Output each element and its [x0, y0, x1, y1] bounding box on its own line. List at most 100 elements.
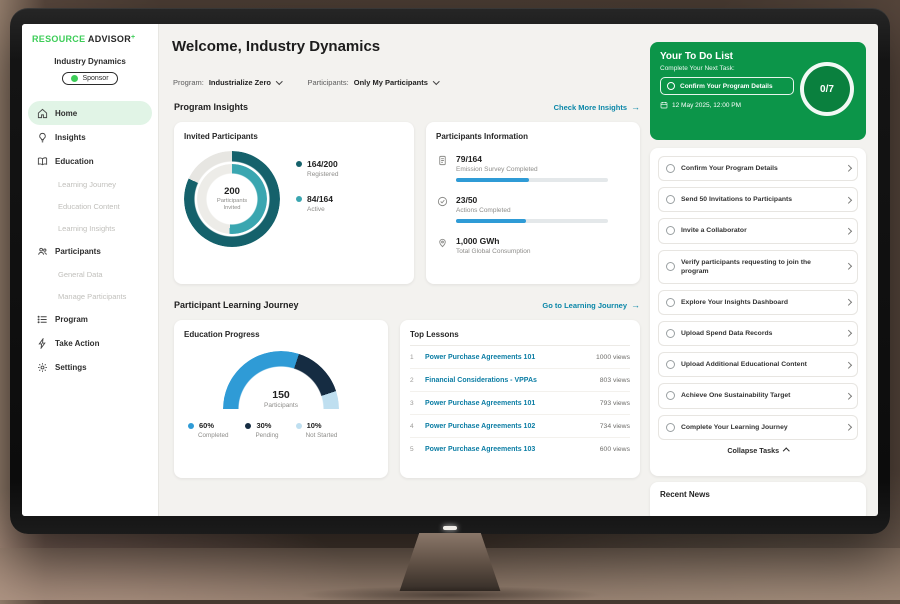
- task-checkbox[interactable]: [666, 329, 675, 339]
- chevron-right-icon: [844, 299, 851, 306]
- sidebar-item-learning-insights[interactable]: Learning Insights: [22, 217, 158, 239]
- lesson-link[interactable]: Financial Considerations - VPPAs: [425, 376, 537, 384]
- org-name: Industry Dynamics: [54, 57, 126, 66]
- chevron-right-icon: [844, 227, 851, 235]
- chevron-right-icon: [844, 196, 851, 203]
- task-checkbox[interactable]: [666, 360, 675, 370]
- lesson-rank: 5: [410, 446, 414, 453]
- lesson-views: 734 views: [599, 422, 630, 430]
- monitor-bezel: RESOURCE ADVISOR+ Industry Dynamics Spon…: [10, 8, 890, 534]
- card-title: Education Progress: [184, 330, 260, 339]
- collapse-tasks-link[interactable]: Collapse Tasks: [658, 446, 858, 455]
- sidebar-item-education[interactable]: Education: [22, 149, 158, 173]
- todo-header-card: Your To Do List Complete Your Next Task:…: [650, 42, 866, 140]
- info-value: 79/164: [456, 154, 482, 164]
- sponsor-badge[interactable]: Sponsor: [62, 72, 118, 85]
- task-complete-learning-journey[interactable]: Complete Your Learning Journey: [658, 414, 858, 440]
- donut-center-label: Participants Invited: [216, 198, 248, 211]
- arrow-right-icon: →: [631, 101, 640, 112]
- task-label: Upload Spend Data Records: [681, 330, 773, 338]
- gauge-legend: 60% Completed 30% Pending 10%: [188, 421, 378, 439]
- next-task-button[interactable]: Confirm Your Program Details: [660, 77, 794, 95]
- task-label: Complete Your Learning Journey: [681, 423, 788, 431]
- info-row-actions: 23/50 Actions Completed: [436, 195, 630, 223]
- progress-bar-fill: [456, 178, 530, 182]
- chevron-right-icon: [844, 165, 851, 172]
- task-label: Upload Additional Educational Content: [681, 361, 807, 369]
- lesson-link[interactable]: Power Purchase Agreements 103: [425, 446, 536, 453]
- task-upload-spend-data[interactable]: Upload Spend Data Records: [658, 321, 858, 347]
- task-invite-collaborator[interactable]: Invite a Collaborator: [658, 218, 858, 244]
- check-more-insights-link[interactable]: Check More Insights →: [553, 101, 640, 112]
- legend-value: 30%: [256, 421, 272, 430]
- legend-item-completed: 60% Completed: [188, 421, 228, 439]
- task-verify-participants[interactable]: Verify participants requesting to join t…: [658, 249, 858, 284]
- info-label: Total Global Consumption: [456, 248, 531, 255]
- filter-bar: Program: Industrialize Zero Participants…: [173, 78, 440, 87]
- task-send-invitations[interactable]: Send 50 Invitations to Participants: [658, 187, 858, 213]
- sidebar-item-general-data[interactable]: General Data: [22, 263, 158, 285]
- task-explore-insights[interactable]: Explore Your Insights Dashboard: [658, 289, 858, 316]
- go-to-learning-journey-link[interactable]: Go to Learning Journey →: [542, 300, 640, 310]
- lesson-views: 803 views: [599, 376, 630, 384]
- task-checkbox[interactable]: [666, 422, 675, 432]
- legend-item-registered: 164/200 Registered: [296, 159, 338, 178]
- sidebar-subitem-label: Education Content: [58, 201, 120, 211]
- sidebar-subitem-label: Manage Participants: [58, 291, 127, 301]
- sidebar-item-participants[interactable]: Participants: [22, 239, 158, 263]
- book-icon: [37, 156, 48, 165]
- sidebar: RESOURCE ADVISOR+ Industry Dynamics Spon…: [22, 24, 159, 516]
- sidebar-item-home[interactable]: Home: [28, 101, 152, 125]
- legend-label: Not Started: [305, 432, 338, 439]
- sidebar-item-take-action[interactable]: Take Action: [22, 331, 158, 355]
- info-row-emission-survey: 79/164 Emission Survey Completed: [436, 154, 630, 182]
- task-checkbox[interactable]: [666, 262, 675, 272]
- lesson-rank: 4: [410, 422, 414, 430]
- card-title: Invited Participants: [184, 132, 258, 141]
- lesson-link[interactable]: Power Purchase Agreements 101: [425, 353, 536, 361]
- sidebar-item-insights[interactable]: Insights: [22, 125, 158, 149]
- task-label: Verify participants requesting to join t…: [681, 258, 811, 275]
- task-checkbox[interactable]: [666, 226, 675, 236]
- sidebar-item-label: Home: [55, 108, 78, 118]
- task-upload-educational-content[interactable]: Upload Additional Educational Content: [658, 352, 858, 378]
- task-label: Confirm Your Program Details: [681, 165, 778, 172]
- participants-dropdown[interactable]: Only My Participants: [354, 78, 440, 87]
- task-checkbox[interactable]: [666, 297, 675, 307]
- legend-dot: [295, 422, 302, 429]
- task-confirm-program-details[interactable]: Confirm Your Program Details: [658, 156, 858, 182]
- sidebar-item-label: Program: [55, 314, 88, 324]
- progress-bar: [456, 178, 608, 182]
- info-value: 23/50: [456, 195, 478, 205]
- link-label: Check More Insights: [553, 102, 627, 112]
- learning-journey-header: Participant Learning Journey Go to Learn…: [174, 300, 640, 310]
- task-checkbox[interactable]: [666, 164, 675, 174]
- donut-center: 200 Participants Invited: [184, 151, 280, 247]
- chevron-right-icon: [844, 263, 851, 270]
- lesson-row: 4 Power Purchase Agreements 102 734 view…: [410, 415, 630, 438]
- task-achieve-sustainability-target[interactable]: Achieve One Sustainability Target: [658, 383, 858, 409]
- chevron-right-icon: [844, 392, 851, 400]
- todo-title: Your To Do List: [660, 51, 733, 62]
- task-checkbox[interactable]: [666, 195, 675, 205]
- chevron-down-icon: [276, 78, 283, 85]
- participants-filter-label: Participants:: [307, 78, 349, 87]
- legend-label: Active: [307, 206, 325, 213]
- program-insights-header: Program Insights Check More Insights →: [174, 102, 640, 112]
- program-dropdown[interactable]: Industrialize Zero: [209, 78, 283, 87]
- sidebar-item-settings[interactable]: Settings: [22, 355, 158, 379]
- app-logo: RESOURCE ADVISOR+: [22, 24, 158, 44]
- lesson-link[interactable]: Power Purchase Agreements 102: [425, 422, 536, 430]
- survey-icon: [436, 154, 448, 182]
- sidebar-item-education-content[interactable]: Education Content: [22, 195, 158, 217]
- info-value: 1,000 GWh: [456, 236, 500, 246]
- actions-icon: [436, 195, 448, 223]
- participants-information-card: Participants Information 79/164 Emission…: [426, 122, 640, 284]
- chevron-right-icon: [844, 330, 851, 337]
- sidebar-item-program[interactable]: Program: [22, 307, 158, 331]
- sidebar-item-manage-participants[interactable]: Manage Participants: [22, 285, 158, 307]
- lesson-link[interactable]: Power Purchase Agreements 101: [425, 399, 536, 407]
- lightning-icon: [38, 337, 46, 349]
- task-checkbox[interactable]: [666, 391, 675, 401]
- sidebar-item-learning-journey[interactable]: Learning Journey: [22, 173, 158, 195]
